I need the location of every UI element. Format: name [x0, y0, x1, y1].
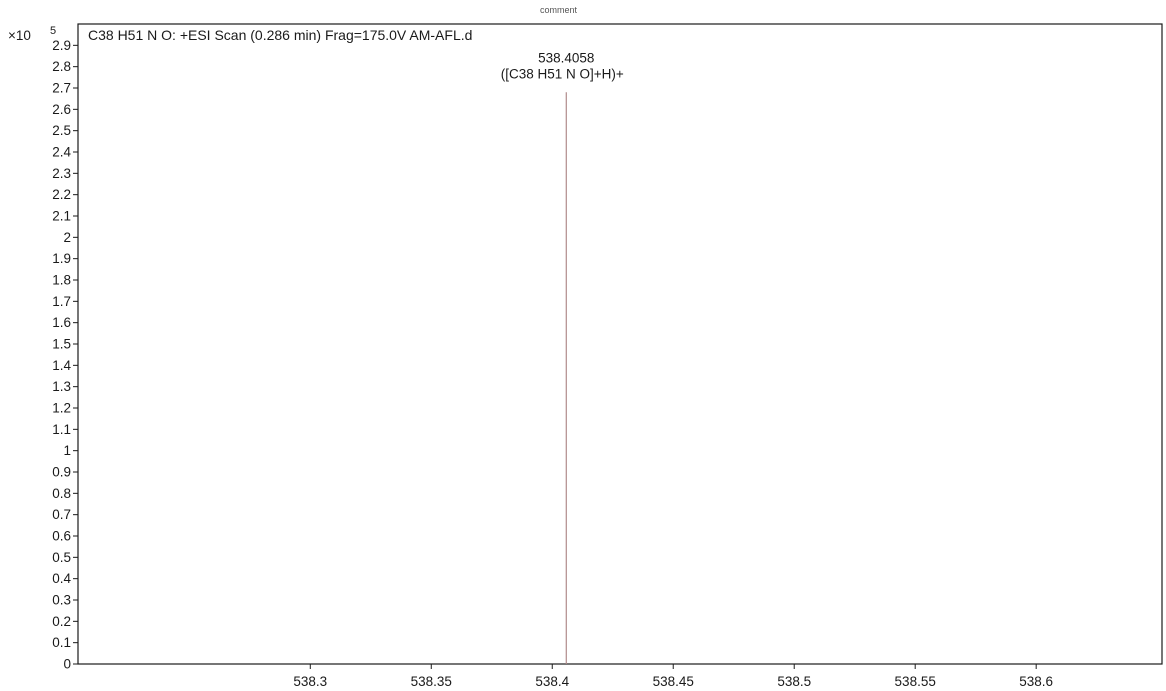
y-tick-label: 1.8 — [52, 273, 71, 288]
y-tick-label: 0.8 — [52, 486, 71, 501]
x-tick-label: 538.6 — [1019, 674, 1053, 689]
y-tick-label: 2 — [63, 230, 71, 245]
plot-frame — [77, 23, 1163, 665]
y-tick-label: 1.4 — [52, 358, 71, 373]
y-tick-label: 2.6 — [52, 102, 71, 117]
y-tick-label: 2.4 — [52, 145, 71, 160]
peaks-layer: 538.4058([C38 H51 N O]+H)+ — [501, 50, 624, 664]
y-tick-label: 2.8 — [52, 59, 71, 74]
y-tick-label: 2.1 — [52, 209, 71, 224]
x-axis: 538.3 538.35 538.4 538.45 538.5 538.55 538.6 — [293, 664, 1053, 689]
y-tick-label: 1.2 — [52, 401, 71, 416]
y-axis-exponent: 5 — [50, 25, 56, 37]
y-axis-multiplier: ×10 — [8, 28, 31, 43]
y-tick-label: 2.9 — [52, 38, 71, 53]
y-tick-label: 0 — [63, 657, 71, 672]
comment-label: comment — [540, 5, 578, 15]
y-tick-label: 0.5 — [52, 550, 71, 565]
y-tick-label: 0.7 — [52, 507, 71, 522]
y-tick-label: 1.1 — [52, 422, 71, 437]
y-tick-label: 1.9 — [52, 251, 71, 266]
x-tick-label: 538.3 — [293, 674, 327, 689]
y-tick-label: 1.6 — [52, 315, 71, 330]
y-tick-label: 0.2 — [52, 614, 71, 629]
x-tick-label: 538.5 — [777, 674, 811, 689]
y-axis: 0 0.1 0.2 0.3 0.4 0.5 0.6 0.7 0.8 0.9 1 1.1 1.2 1.3 1.… — [52, 38, 78, 672]
y-tick-label: 1.5 — [52, 337, 71, 352]
y-tick-label: 0.1 — [52, 635, 71, 650]
y-tick-label: 1.7 — [52, 294, 71, 309]
peak-mz-label: 538.4058 — [538, 50, 594, 65]
y-tick-label: 1 — [63, 443, 71, 458]
x-tick-label: 538.35 — [411, 674, 452, 689]
y-tick-label: 0.3 — [52, 593, 71, 608]
y-tick-label: 0.6 — [52, 529, 71, 544]
y-tick-label: 2.2 — [52, 187, 71, 202]
peak-ion-label: ([C38 H51 N O]+H)+ — [501, 66, 624, 81]
x-tick-label: 538.55 — [895, 674, 936, 689]
chart-title: C38 H51 N O: +ESI Scan (0.286 min) Frag=… — [88, 27, 472, 43]
y-tick-label: 1.3 — [52, 379, 71, 394]
x-tick-label: 538.4 — [535, 674, 569, 689]
y-tick-label: 2.7 — [52, 81, 71, 96]
x-tick-label: 538.45 — [653, 674, 694, 689]
y-tick-label: 2.5 — [52, 123, 71, 138]
y-tick-label: 2.3 — [52, 166, 71, 181]
y-tick-label: 0.9 — [52, 465, 71, 480]
y-tick-label: 0.4 — [52, 571, 71, 586]
